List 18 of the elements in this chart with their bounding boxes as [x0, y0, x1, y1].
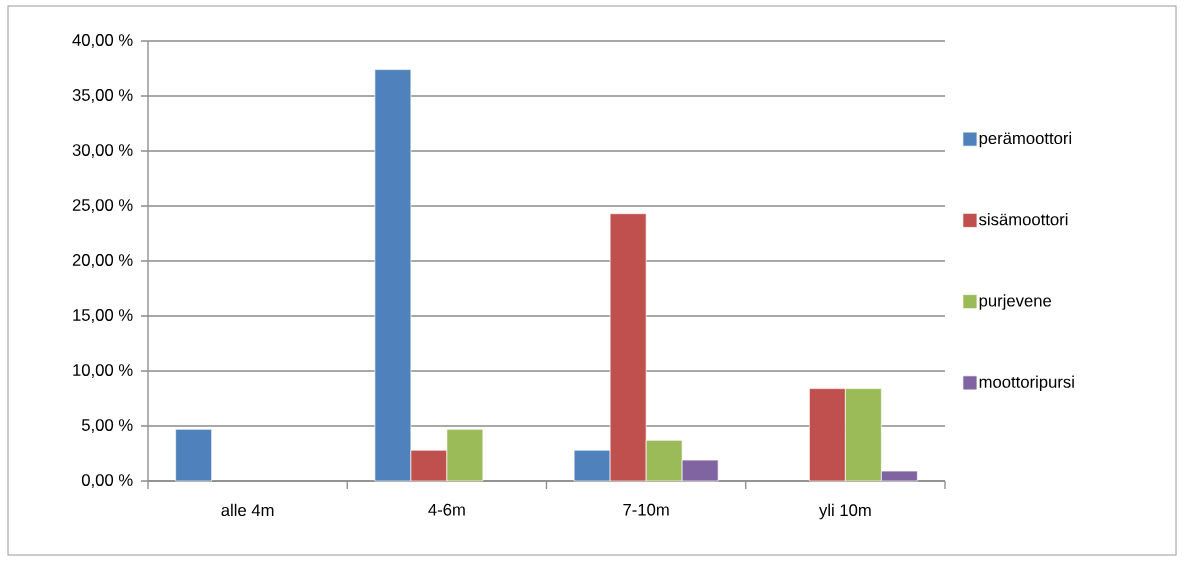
y-tick-label: 40,00 %: [72, 34, 133, 48]
y-tick-label: 20,00 %: [72, 254, 133, 268]
legend-label: purjevene: [979, 294, 1052, 310]
y-tick-label: 35,00 %: [72, 89, 133, 103]
bar: [175, 428, 212, 482]
x-tick-label: yli 10m: [819, 503, 871, 520]
y-tick-label: 5,00 %: [81, 419, 133, 433]
x-tick-label: 4-6m: [428, 503, 465, 516]
legend-label: perämoottori: [979, 131, 1072, 148]
legend-label: sisämoottori: [979, 213, 1068, 226]
y-tick-label: 15,00 %: [73, 309, 133, 323]
y-tick-label: 25,00 %: [72, 199, 133, 213]
x-tick-label: alle 4m: [221, 503, 274, 517]
y-tick-label: 0,00 %: [81, 474, 133, 488]
x-tick-label: 7-10m: [623, 503, 669, 516]
legend-label: moottoripursi: [979, 375, 1074, 392]
y-tick-label: 30,00 %: [72, 144, 133, 158]
y-tick-label: 10,00 %: [73, 364, 133, 378]
